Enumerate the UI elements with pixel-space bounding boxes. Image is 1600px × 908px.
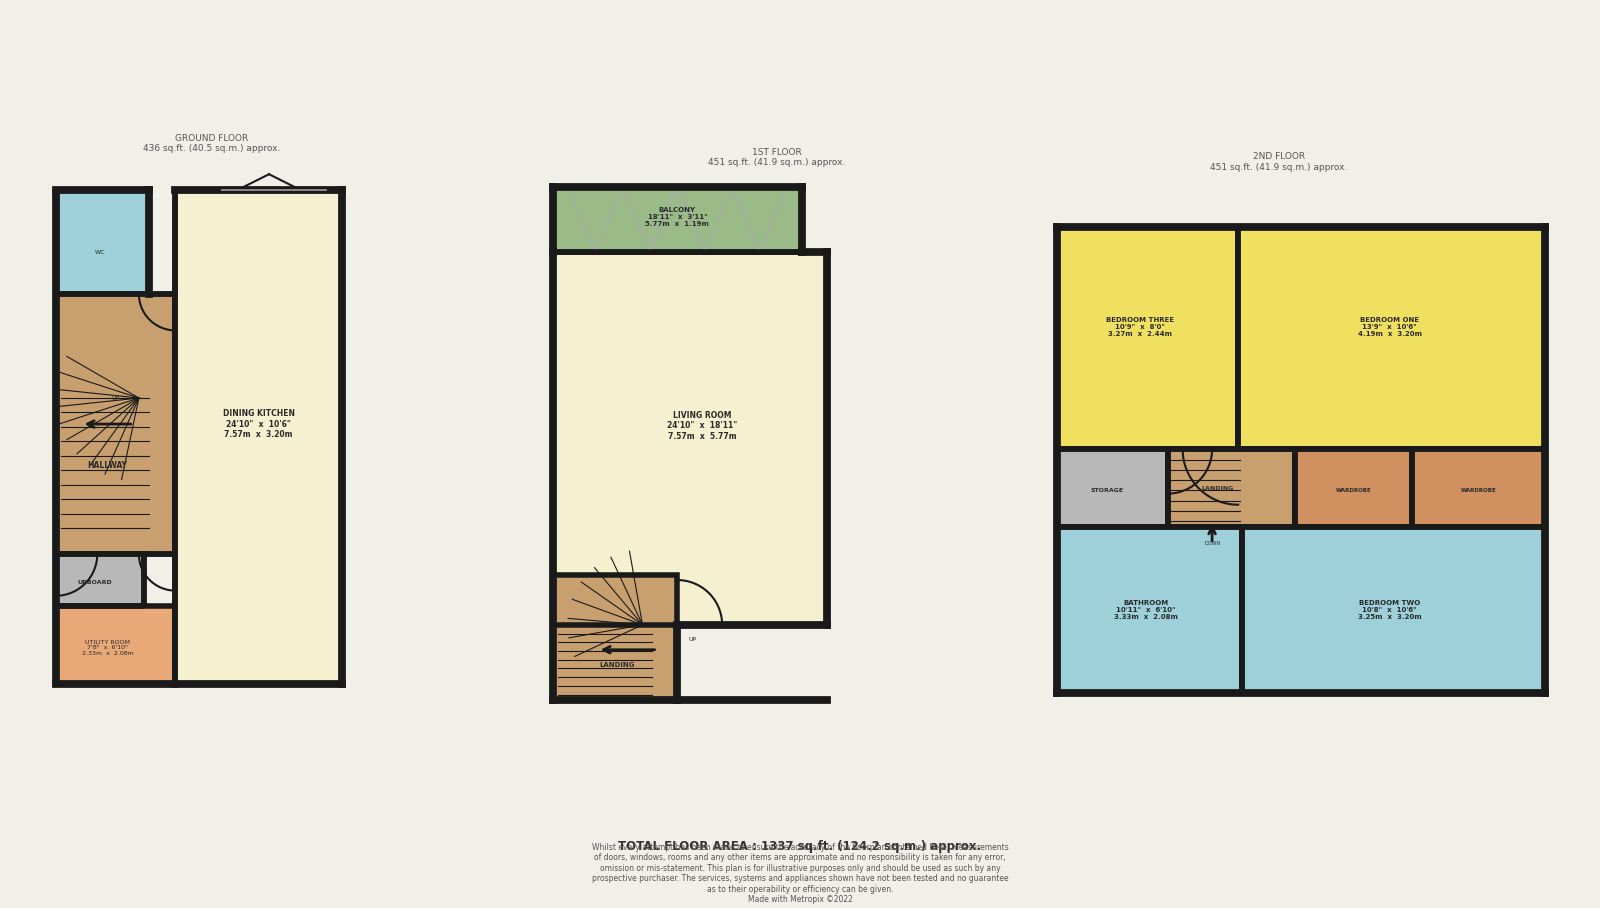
Bar: [554, 187, 802, 252]
Bar: [1238, 227, 1546, 449]
Text: BEDROOM TWO
10'8"  x  10'6"
3.25m  x  3.20m: BEDROOM TWO 10'8" x 10'6" 3.25m x 3.20m: [1358, 600, 1421, 620]
Bar: [176, 190, 342, 685]
Text: DINING KITCHEN
24'10"  x  10'6"
7.57m  x  3.20m: DINING KITCHEN 24'10" x 10'6" 7.57m x 3.…: [222, 410, 294, 439]
Bar: [1242, 527, 1546, 694]
Bar: [554, 575, 677, 699]
Bar: [56, 607, 176, 685]
Bar: [56, 190, 149, 294]
Text: STORAGE: STORAGE: [1090, 489, 1123, 493]
Text: UP: UP: [112, 396, 120, 400]
Text: TOTAL FLOOR AREA : 1337 sq.ft. (124.2 sq.m.) approx.: TOTAL FLOOR AREA : 1337 sq.ft. (124.2 sq…: [619, 840, 981, 853]
Text: LANDING: LANDING: [1202, 486, 1234, 490]
Text: 2ND FLOOR
451 sq.ft. (41.9 sq.m.) approx.: 2ND FLOOR 451 sq.ft. (41.9 sq.m.) approx…: [1210, 153, 1347, 172]
Text: BEDROOM ONE
13'9"  x  10'6"
4.19m  x  3.20m: BEDROOM ONE 13'9" x 10'6" 4.19m x 3.20m: [1358, 317, 1422, 337]
Text: BEDROOM THREE
10'9"  x  8'0"
3.27m  x  2.44m: BEDROOM THREE 10'9" x 8'0" 3.27m x 2.44m: [1106, 317, 1174, 337]
Text: BATHROOM
10'11"  x  6'10"
3.33m  x  2.08m: BATHROOM 10'11" x 6'10" 3.33m x 2.08m: [1114, 600, 1178, 620]
Text: UP: UP: [688, 637, 696, 642]
Text: LIVING ROOM
24'10"  x  18'11"
7.57m  x  5.77m: LIVING ROOM 24'10" x 18'11" 7.57m x 5.77…: [667, 410, 738, 440]
Text: UPBOARD: UPBOARD: [77, 580, 112, 586]
Text: WARDROBE: WARDROBE: [1461, 489, 1496, 493]
Bar: [1168, 449, 1296, 527]
Text: 1ST FLOOR
451 sq.ft. (41.9 sq.m.) approx.: 1ST FLOOR 451 sq.ft. (41.9 sq.m.) approx…: [709, 147, 845, 167]
Text: HALLWAY: HALLWAY: [88, 461, 128, 470]
Text: UTILITY ROOM
7'8"  x  6'10"
2.33m  x  2.08m: UTILITY ROOM 7'8" x 6'10" 2.33m x 2.08m: [82, 639, 133, 656]
Bar: [554, 252, 827, 625]
Bar: [1411, 449, 1546, 527]
Text: Whilst every attempt has been made to ensure the accuracy of the floorplan conta: Whilst every attempt has been made to en…: [592, 843, 1008, 904]
Text: WC: WC: [94, 250, 106, 255]
Text: DOWN: DOWN: [1205, 541, 1221, 546]
Bar: [1056, 227, 1238, 449]
Bar: [1296, 449, 1411, 527]
Text: WARDROBE: WARDROBE: [1336, 489, 1371, 493]
Bar: [56, 294, 176, 554]
Bar: [56, 554, 144, 607]
Text: GROUND FLOOR
436 sq.ft. (40.5 sq.m.) approx.: GROUND FLOOR 436 sq.ft. (40.5 sq.m.) app…: [142, 134, 280, 153]
Bar: [1056, 527, 1242, 694]
Text: BALCONY
18'11"  x  3'11"
5.77m  x  1.19m: BALCONY 18'11" x 3'11" 5.77m x 1.19m: [645, 207, 709, 227]
Bar: [1056, 449, 1168, 527]
Text: LANDING: LANDING: [600, 662, 635, 667]
